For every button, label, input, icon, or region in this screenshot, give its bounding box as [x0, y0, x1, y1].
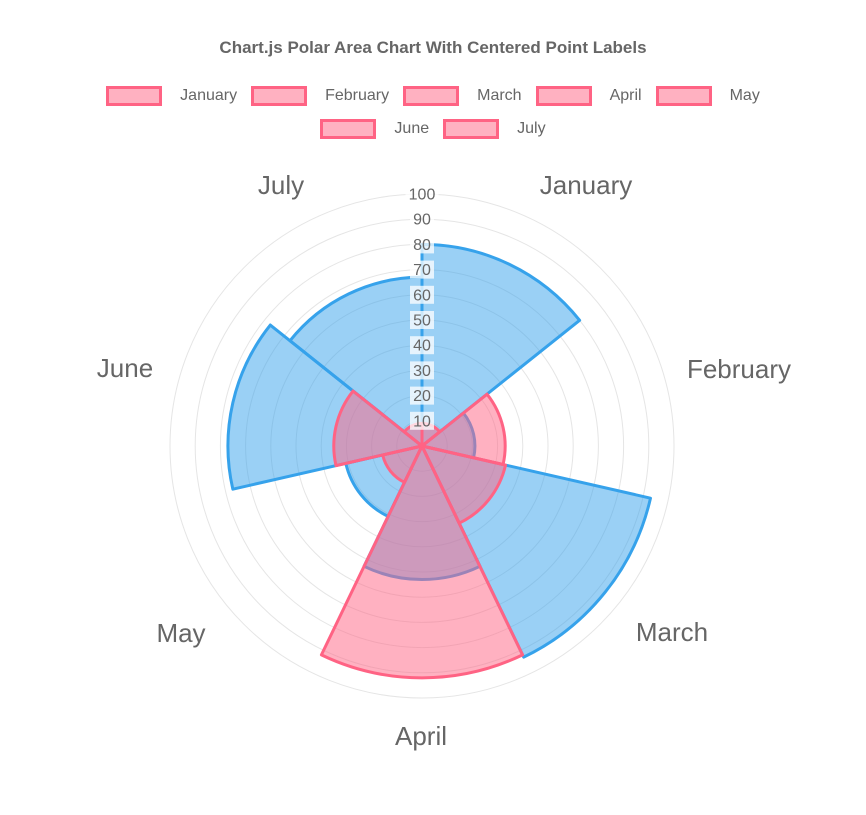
- point-label-june: June: [97, 353, 153, 383]
- legend-item-may[interactable]: May: [655, 86, 760, 106]
- legend-label-march: March: [477, 87, 522, 104]
- tick-backdrop-80: [410, 235, 434, 254]
- legend-item-april[interactable]: April: [535, 86, 642, 106]
- tick-backdrop-100: [405, 185, 439, 203]
- legend-label-april: April: [609, 87, 642, 104]
- tick-backdrop-30: [410, 361, 434, 380]
- r-axis-tick-30: 30: [413, 363, 431, 380]
- r-axis-tick-80: 80: [413, 237, 431, 254]
- r-axis-tick-10: 10: [413, 413, 431, 430]
- legend-swatch-april: [535, 86, 592, 106]
- legend-label-june: June: [394, 120, 430, 137]
- tick-backdrop-50: [410, 311, 434, 329]
- blue-dataset-sector-january[interactable]: [420, 242, 582, 448]
- point-label-april: April: [395, 721, 447, 751]
- point-label-july: July: [258, 170, 304, 200]
- legend-item-june[interactable]: June: [320, 119, 429, 139]
- legend-item-march[interactable]: March: [403, 86, 522, 106]
- legend-label-may: May: [729, 87, 760, 104]
- r-axis-tick-90: 90: [413, 212, 431, 229]
- legend-row-1: January February March April May: [0, 86, 866, 106]
- tick-backdrop-10: [410, 411, 434, 430]
- r-axis-tick-70: 70: [413, 262, 431, 279]
- legend-swatch-february: [251, 86, 308, 106]
- legend-label-july: July: [517, 120, 546, 137]
- legend-swatch-may: [655, 86, 712, 106]
- legend-row-2: June July: [0, 119, 866, 139]
- legend-swatch-july: [443, 119, 500, 139]
- legend-swatch-march: [403, 86, 460, 106]
- tick-backdrop-90: [410, 210, 434, 229]
- legend-item-february[interactable]: February: [251, 86, 389, 106]
- point-label-march: March: [636, 617, 708, 647]
- legend-label-january: January: [180, 87, 238, 104]
- tick-backdrop-40: [410, 336, 434, 355]
- pink-dataset-sector-april[interactable]: [319, 444, 525, 680]
- tick-backdrop-20: [410, 386, 434, 405]
- legend-label-february: February: [325, 87, 390, 104]
- point-label-february: February: [687, 354, 791, 384]
- legend-swatch-january: [106, 86, 163, 106]
- point-label-january: January: [540, 170, 633, 200]
- pink-dataset-sector-march[interactable]: [420, 444, 508, 525]
- r-axis-tick-20: 20: [413, 388, 431, 405]
- r-axis-tick-100: 100: [409, 187, 436, 204]
- r-axis-tick-60: 60: [413, 287, 431, 304]
- legend-item-july[interactable]: July: [443, 119, 546, 139]
- legend-item-january[interactable]: January: [106, 86, 237, 106]
- chart-title: Chart.js Polar Area Chart With Centered …: [219, 38, 647, 57]
- legend-swatch-june: [320, 119, 377, 139]
- tick-backdrop-60: [410, 285, 434, 304]
- pink-dataset-sector-february[interactable]: [420, 392, 507, 466]
- r-axis-tick-40: 40: [413, 338, 431, 355]
- r-axis-tick-50: 50: [413, 313, 431, 330]
- point-label-may: May: [156, 618, 205, 648]
- tick-backdrop-70: [410, 260, 434, 279]
- pink-dataset-sector-june[interactable]: [332, 389, 424, 468]
